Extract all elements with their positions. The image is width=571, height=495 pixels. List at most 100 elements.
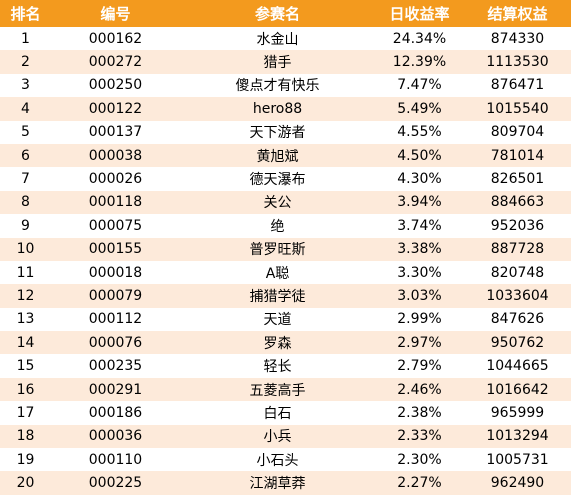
settled-equity-cell: 884663 — [490, 194, 545, 211]
code-cell: 000225 — [88, 475, 143, 492]
settled-equity-cell: 820748 — [490, 264, 545, 281]
daily-return-cell: 5.49% — [397, 100, 442, 117]
contestant-name-cell: A聪 — [265, 265, 290, 282]
settled-equity-cell: 847626 — [490, 311, 545, 328]
code-cell: 000075 — [88, 217, 143, 234]
settled-equity-cell: 876471 — [490, 77, 545, 94]
table-header: 排名 编号 参赛名 日收益率 结算权益 — [0, 0, 571, 27]
rank-cell: 20 — [16, 475, 35, 492]
table-row: 19 000110 小石头 2.30% 1005731 — [0, 448, 571, 472]
code-cell: 000036 — [88, 428, 143, 445]
rank-cell: 4 — [21, 100, 30, 117]
code-cell: 000291 — [88, 381, 143, 398]
daily-return-cell: 2.46% — [397, 381, 442, 398]
header-settled-equity: 结算权益 — [487, 5, 548, 23]
settled-equity-cell: 1044665 — [486, 358, 549, 375]
code-cell: 000235 — [88, 358, 143, 375]
contestant-name-cell: 捕猎学徒 — [249, 288, 306, 305]
rank-cell: 6 — [21, 147, 30, 164]
table-row: 20 000225 江湖草莽 2.27% 962490 — [0, 471, 571, 495]
settled-equity-cell: 1005731 — [486, 451, 549, 468]
table-row: 13 000112 天道 2.99% 847626 — [0, 307, 571, 332]
table-row: 11 000018 A聪 3.30% 820748 — [0, 260, 571, 285]
settled-equity-cell: 1016642 — [486, 381, 549, 398]
settled-equity-cell: 809704 — [490, 124, 545, 141]
code-cell: 000076 — [88, 334, 143, 351]
daily-return-cell: 2.33% — [397, 428, 442, 445]
rank-cell: 7 — [21, 171, 30, 188]
contestant-name-cell: 小兵 — [263, 429, 292, 446]
daily-return-cell: 24.34% — [392, 30, 447, 47]
contestant-name-cell: 德天瀑布 — [249, 172, 306, 189]
settled-equity-cell: 1015540 — [486, 100, 549, 117]
contestant-name-cell: 傻点才有快乐 — [235, 78, 320, 95]
contestant-name-cell: 天下游者 — [249, 125, 306, 142]
contestant-name-cell: 猎手 — [263, 55, 292, 72]
header-daily-return: 日收益率 — [389, 5, 450, 23]
contestant-name-cell: 五菱高手 — [249, 382, 306, 399]
settled-equity-cell: 781014 — [490, 147, 545, 164]
table-row: 9 000075 绝 3.74% 952036 — [0, 214, 571, 238]
table-row: 17 000186 白石 2.38% 965999 — [0, 401, 571, 425]
daily-return-cell: 2.38% — [397, 404, 442, 421]
contestant-name-cell: 江湖草莽 — [249, 476, 306, 493]
rank-cell: 14 — [16, 334, 35, 351]
code-cell: 000018 — [88, 264, 143, 281]
daily-return-cell: 2.79% — [397, 358, 442, 375]
code-cell: 000186 — [88, 404, 143, 421]
table-row: 1 000162 水金山 24.34% 874330 — [0, 27, 571, 51]
rank-cell: 10 — [16, 241, 35, 258]
header-rank: 排名 — [10, 5, 41, 23]
table-row: 4 000122 hero88 5.49% 1015540 — [0, 97, 571, 121]
settled-equity-cell: 874330 — [490, 30, 545, 47]
table-row: 8 000118 关公 3.94% 884663 — [0, 190, 571, 215]
rank-cell: 8 — [21, 194, 30, 211]
table-row: 15 000235 轻长 2.79% 1044665 — [0, 354, 571, 378]
daily-return-cell: 3.74% — [397, 217, 442, 234]
table-row: 10 000155 普罗旺斯 3.38% 887728 — [0, 237, 571, 261]
rank-cell: 3 — [21, 77, 30, 94]
daily-return-cell: 2.27% — [397, 475, 442, 492]
contestant-name-cell: hero88 — [252, 100, 303, 117]
table-row: 16 000291 五菱高手 2.46% 1016642 — [0, 377, 571, 402]
rank-cell: 11 — [16, 264, 35, 281]
rank-cell: 12 — [16, 287, 35, 304]
daily-return-cell: 3.94% — [397, 194, 442, 211]
contestant-name-cell: 小石头 — [256, 452, 299, 469]
daily-return-cell: 2.30% — [397, 451, 442, 468]
header-row: 排名 编号 参赛名 日收益率 结算权益 — [0, 0, 571, 27]
rank-cell: 16 — [16, 381, 35, 398]
table-row: 3 000250 傻点才有快乐 7.47% 876471 — [0, 73, 571, 98]
header-code: 编号 — [100, 5, 131, 23]
contestant-name-cell: 普罗旺斯 — [249, 242, 306, 259]
code-cell: 000110 — [88, 451, 143, 468]
settled-equity-cell: 952036 — [490, 217, 545, 234]
contestant-name-cell: 轻长 — [263, 359, 292, 376]
daily-return-cell: 2.99% — [397, 311, 442, 328]
daily-return-cell: 12.39% — [392, 54, 447, 71]
code-cell: 000112 — [88, 311, 143, 328]
table-row: 12 000079 捕猎学徒 3.03% 1033604 — [0, 284, 571, 308]
settled-equity-cell: 965999 — [490, 404, 545, 421]
table-row: 18 000036 小兵 2.33% 1013294 — [0, 424, 571, 449]
daily-return-cell: 3.30% — [397, 264, 442, 281]
code-cell: 000155 — [88, 241, 143, 258]
rank-cell: 5 — [21, 124, 30, 141]
code-cell: 000137 — [88, 124, 143, 141]
table-row: 5 000137 天下游者 4.55% 809704 — [0, 120, 571, 144]
daily-return-cell: 4.30% — [397, 171, 442, 188]
rank-cell: 19 — [16, 451, 35, 468]
contestant-name-cell: 关公 — [263, 195, 292, 212]
header-contestant-name: 参赛名 — [254, 5, 300, 23]
code-cell: 000026 — [88, 171, 143, 188]
table-row: 6 000038 黄旭斌 4.50% 781014 — [0, 143, 571, 168]
settled-equity-cell: 1033604 — [486, 287, 549, 304]
code-cell: 000038 — [88, 147, 143, 164]
settled-equity-cell: 826501 — [490, 171, 545, 188]
code-cell: 000250 — [88, 77, 143, 94]
daily-return-cell: 2.97% — [397, 334, 442, 351]
daily-return-cell: 4.50% — [397, 147, 442, 164]
code-cell: 000122 — [88, 100, 143, 117]
rank-cell: 9 — [21, 217, 30, 234]
